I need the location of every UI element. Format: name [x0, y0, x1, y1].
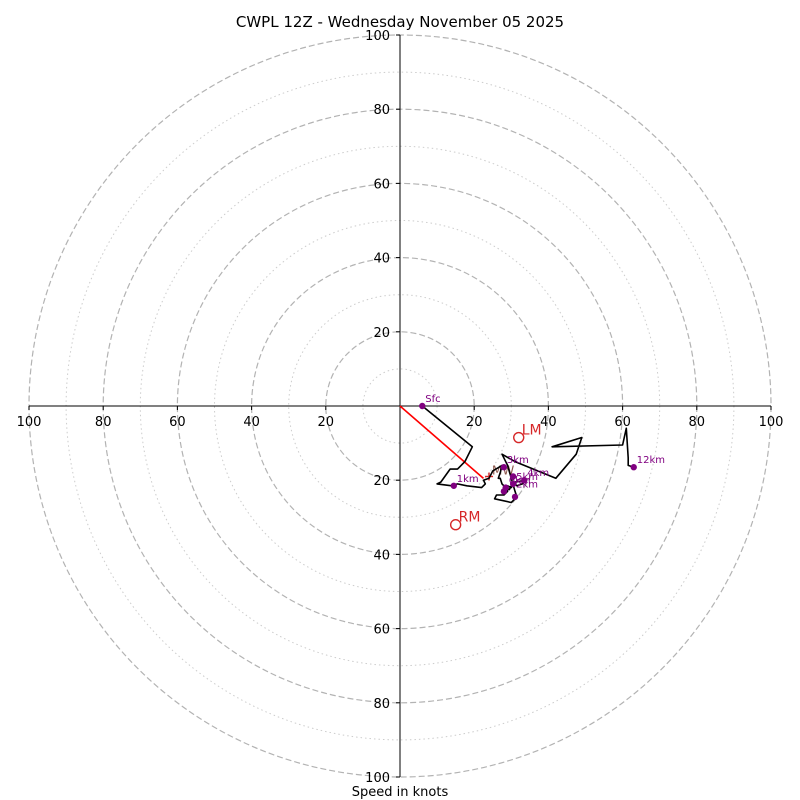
left-mover-marker	[513, 431, 525, 444]
storm-motion-vector	[399, 405, 484, 479]
y-tick-label: 60	[373, 177, 390, 192]
height-marker	[509, 480, 517, 488]
height-marker	[450, 482, 457, 489]
chart-title: CWPL 12Z - Wednesday November 05 2025	[236, 13, 564, 31]
height-marker	[630, 464, 637, 471]
height-marker-label: Sfc	[425, 394, 440, 405]
height-marker-label: 4km	[527, 468, 549, 479]
height-marker-label: 2km	[516, 479, 538, 490]
x-axis-label: Speed in knots	[352, 785, 449, 800]
height-marker-label: 6km	[509, 476, 531, 487]
right-mover-label: RM	[459, 510, 481, 526]
x-tick-label: 20	[466, 415, 483, 430]
y-tick-label: 60	[373, 623, 390, 638]
height-marker	[521, 477, 528, 484]
x-tick-label: 80	[95, 415, 112, 430]
y-tick-label: 100	[365, 29, 390, 44]
height-marker-label: 3km	[507, 455, 529, 466]
y-tick-label: 20	[373, 326, 390, 341]
y-tick-label: 80	[373, 103, 390, 118]
x-tick-label: 60	[614, 415, 631, 430]
x-tick-label: 100	[17, 415, 42, 430]
x-tick-label: 80	[689, 415, 706, 430]
y-tick-label: 80	[373, 697, 390, 712]
tick-labels: 100 80 60 40 20 20 40 60 80 100 100 80 60 40 20 20 40 60 8…	[17, 29, 784, 786]
x-tick-label: 40	[243, 415, 260, 430]
height-marker	[509, 473, 517, 480]
y-tick-label: 40	[373, 252, 390, 267]
x-tick-label: 40	[540, 415, 557, 430]
left-mover-label: LM	[522, 423, 542, 439]
height-marker-label: 5km	[516, 472, 538, 483]
y-tick-label: 100	[365, 771, 390, 786]
height-marker-label: 12km	[637, 455, 665, 466]
height-marker	[500, 464, 508, 471]
height-marker	[419, 402, 426, 410]
x-tick-label: 100	[759, 415, 784, 430]
x-tick-label: 20	[318, 415, 335, 430]
height-marker-label: 1km	[457, 474, 479, 485]
y-tick-label: 20	[373, 474, 390, 489]
right-mover-marker	[449, 519, 462, 531]
x-tick-label: 60	[169, 415, 186, 430]
height-marker	[511, 493, 519, 501]
height-marker	[500, 488, 508, 495]
y-tick-label: 40	[373, 548, 390, 563]
